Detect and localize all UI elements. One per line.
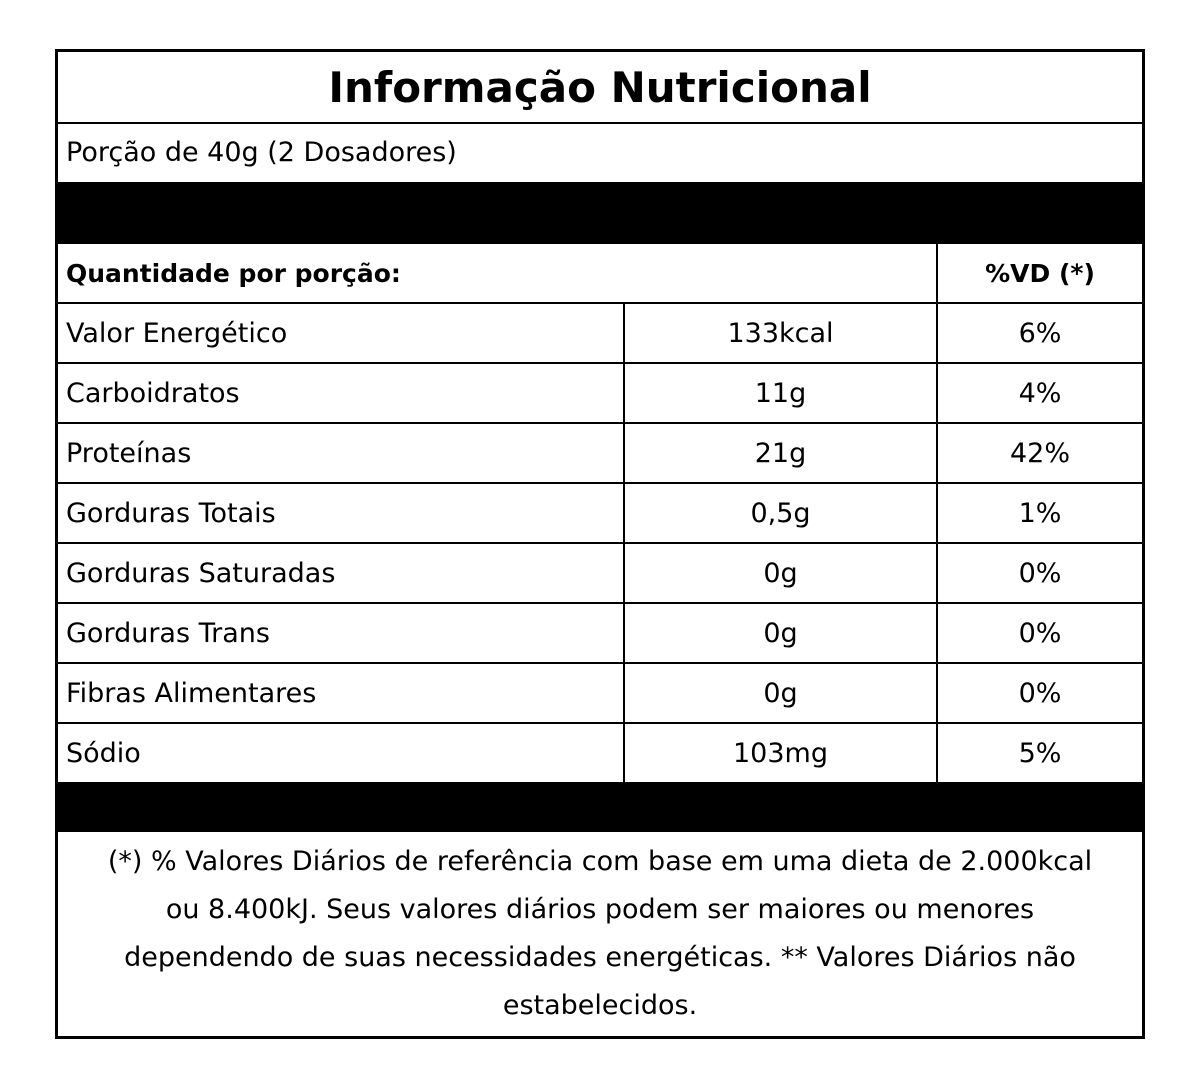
nutrient-name: Gorduras Totais	[58, 484, 625, 542]
table-row: Sódio 103mg 5%	[58, 724, 1142, 782]
nutrient-name: Carboidratos	[58, 364, 625, 422]
nutrient-name: Valor Energético	[58, 304, 625, 362]
nutrient-vd: 0%	[1018, 677, 1062, 709]
quantity-header: Quantidade por porção:	[58, 244, 938, 302]
nutrient-vd: 42%	[1009, 437, 1070, 469]
nutrient-vd: 5%	[1018, 737, 1062, 769]
bottom-divider-bar	[58, 782, 1142, 832]
nutrient-amount: 103mg	[625, 724, 938, 782]
portion-size: Porção de 40g (2 Dosadores)	[66, 136, 457, 168]
table-row: Fibras Alimentares 0g 0%	[58, 664, 1142, 724]
footnote-text: (*) % Valores Diários de referência com …	[107, 846, 1093, 1021]
header-row: Quantidade por porção: %VD (*)	[58, 244, 1142, 304]
nutrient-amount: 0g	[625, 664, 938, 722]
nutrient-amount: 133kcal	[625, 304, 938, 362]
nutrient-name: Gorduras Trans	[58, 604, 625, 662]
table-row: Gorduras Saturadas 0g 0%	[58, 544, 1142, 604]
vd-header: %VD (*)	[985, 258, 1095, 288]
table-row: Valor Energético 133kcal 6%	[58, 304, 1142, 364]
nutrient-vd: 0%	[1018, 557, 1062, 589]
nutrient-amount: 21g	[625, 424, 938, 482]
table-row: Carboidratos 11g 4%	[58, 364, 1142, 424]
nutrient-vd: 1%	[1018, 497, 1062, 529]
table-row: Gorduras Trans 0g 0%	[58, 604, 1142, 664]
nutrient-name: Sódio	[58, 724, 625, 782]
nutrient-name: Fibras Alimentares	[58, 664, 625, 722]
nutrition-facts-table: Informação Nutricional Porção de 40g (2 …	[55, 49, 1145, 1039]
top-divider-bar	[58, 182, 1142, 244]
nutrient-vd: 0%	[1018, 617, 1062, 649]
nutrient-amount: 0,5g	[625, 484, 938, 542]
nutrient-vd: 6%	[1018, 317, 1062, 349]
table-row: Gorduras Totais 0,5g 1%	[58, 484, 1142, 544]
nutrient-amount: 0g	[625, 544, 938, 602]
table-row: Proteínas 21g 42%	[58, 424, 1142, 484]
nutrient-name: Gorduras Saturadas	[58, 544, 625, 602]
nutrient-amount: 0g	[625, 604, 938, 662]
nutrient-amount: 11g	[625, 364, 938, 422]
table-title: Informação Nutricional	[58, 52, 1142, 124]
nutrient-vd: 4%	[1018, 377, 1062, 409]
nutrient-name: Proteínas	[58, 424, 625, 482]
